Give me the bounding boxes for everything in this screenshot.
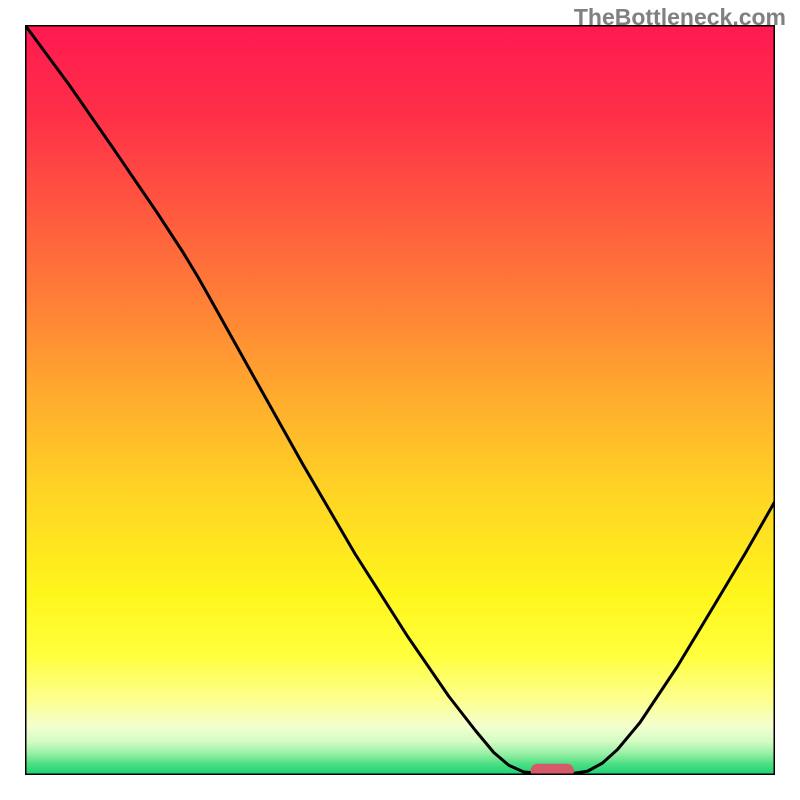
optimal-point-marker [531, 764, 575, 775]
plot-area [25, 25, 775, 775]
chart-wrap: TheBottleneck.com [0, 0, 800, 800]
bottleneck-curve-chart [25, 25, 775, 775]
gradient-background [25, 25, 775, 775]
